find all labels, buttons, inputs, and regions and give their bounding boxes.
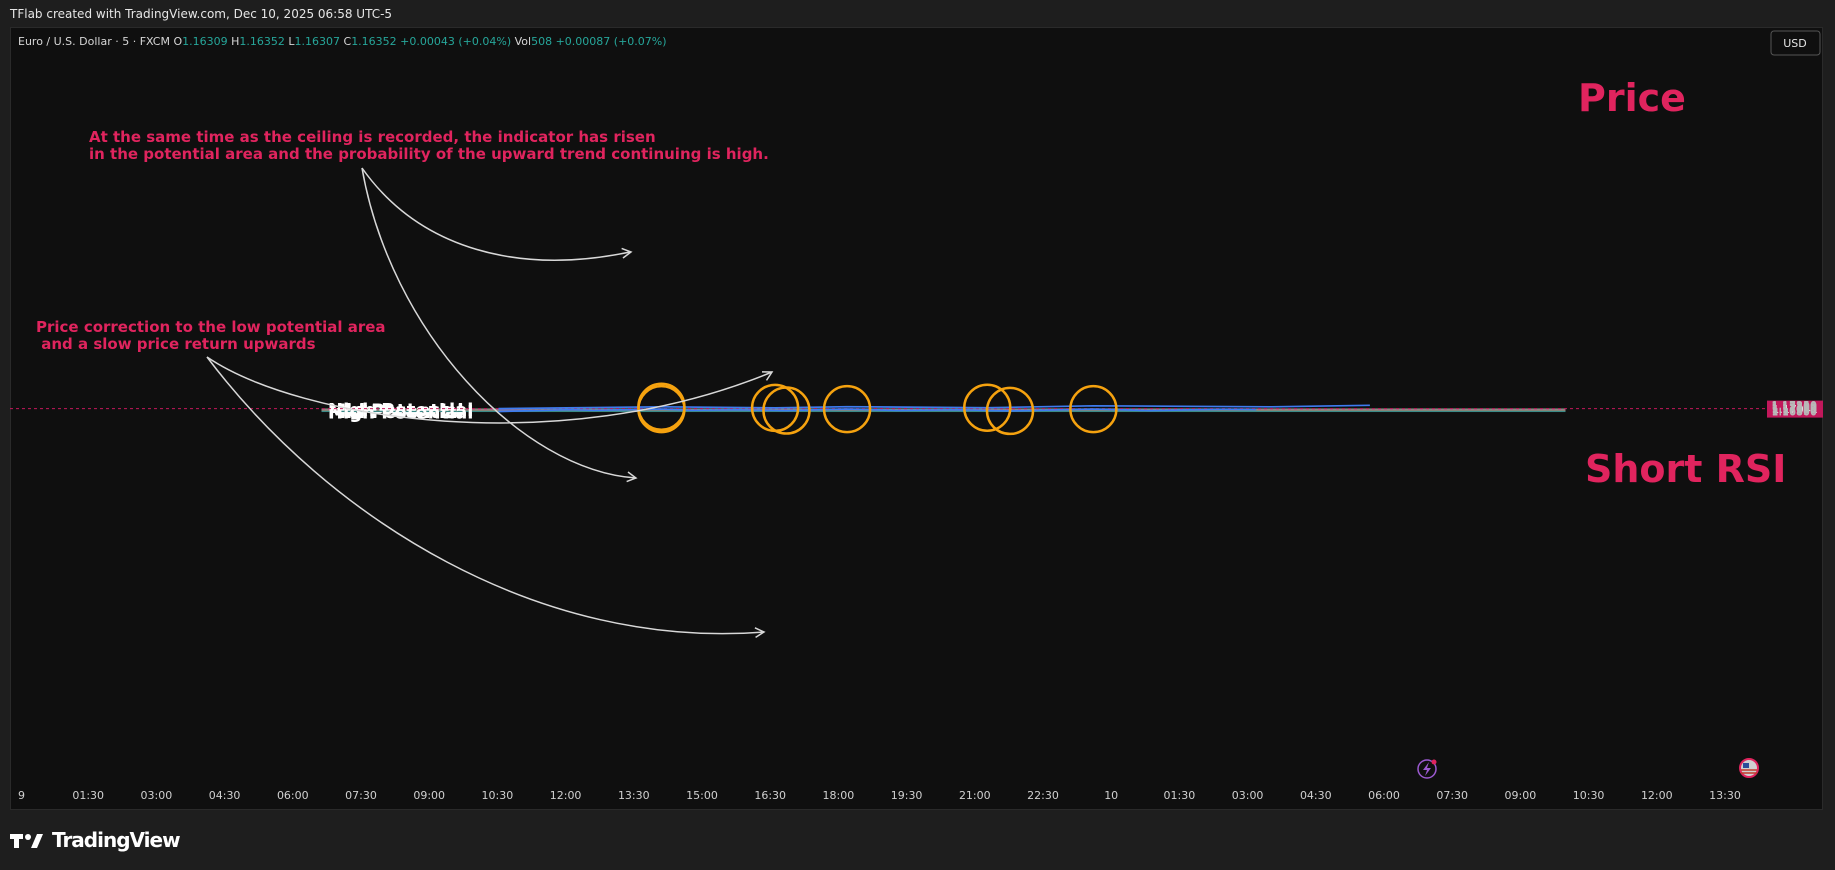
creation-header: TFlab created with TradingView.com, Dec … (0, 0, 1835, 28)
x-tick-label: 22:30 (1027, 789, 1059, 802)
x-tick-label: 13:30 (1709, 789, 1741, 802)
highlight-circles (637, 382, 1118, 436)
x-tick-label: 01:30 (72, 789, 104, 802)
credit-text: TFlab created with TradingView.com, Dec … (10, 7, 393, 21)
y-tick-label: 1.17000 (1772, 403, 1818, 416)
x-tick-label: 07:30 (345, 789, 377, 802)
y-axis[interactable]: 1.173501.173001.172501.172001.171501.171… (1772, 399, 1818, 418)
price-panel-label: Price (1578, 76, 1686, 120)
x-tick-label: 10:30 (482, 789, 514, 802)
annotations: At the same time as the ceiling is recor… (36, 128, 769, 353)
highlight-circle (637, 384, 686, 434)
x-tick-label: 12:00 (1641, 789, 1673, 802)
panel-labels: Price Short RSI (1578, 76, 1786, 491)
x-tick-label: 12:00 (550, 789, 582, 802)
y-tick-label: 1.17200 (1772, 401, 1818, 414)
annotation-arrow (361, 167, 638, 483)
x-tick-label: 9 (18, 789, 25, 802)
x-tick-label: 03:00 (141, 789, 173, 802)
current-price-marker: 1.17041 (10, 400, 1823, 418)
highlight-circle (1069, 384, 1118, 434)
x-tick-label: 03:00 (1232, 789, 1264, 802)
lightning-icon[interactable] (1417, 759, 1437, 779)
y-tick-label: 1.16950 (1772, 404, 1818, 417)
x-tick-label: 16:30 (754, 789, 786, 802)
x-tick-label: 19:30 (891, 789, 923, 802)
x-tick-label: 07:30 (1436, 789, 1468, 802)
highlight-circle (963, 383, 1012, 432)
y-tick-label: 1.17150 (1772, 401, 1818, 414)
zone-mid-gold-4: Mid Potential (321, 402, 1566, 423)
y-tick-label: 1.17350 (1772, 399, 1818, 412)
symbol-legend: Euro / U.S. Dollar · 5 · FXCM O1.16309 H… (18, 35, 667, 48)
chart-frame[interactable] (10, 27, 1823, 810)
y-tick-label: 1.16800 (1772, 405, 1818, 418)
brand-name: TradingView (52, 828, 181, 852)
zone-high-5: High Potential (321, 402, 1566, 423)
tradingview-logo-icon (10, 834, 43, 848)
annotation-arrows (206, 167, 774, 639)
x-tick-label: 04:30 (209, 789, 241, 802)
zone-label: Mid Potential (328, 402, 464, 423)
annotation-arrow (361, 167, 633, 261)
highlight-circle (762, 386, 811, 435)
legend-text: Euro / U.S. Dollar · 5 · FXCM O1.16309 H… (18, 35, 667, 48)
current-price-label: 1.17041 (1767, 400, 1823, 418)
y-tick-label: 1.17300 (1772, 400, 1818, 413)
zone-label: High Potential (328, 402, 473, 423)
series-lines (498, 404, 1370, 413)
rsi-panel-label: Short RSI (1585, 447, 1786, 491)
x-tick-label: 06:00 (277, 789, 309, 802)
y-tick-label: 1.16900 (1772, 404, 1818, 417)
price-line (498, 404, 1370, 410)
y-tick-label: 1.17100 (1772, 402, 1818, 415)
x-tick-label: 01:30 (1164, 789, 1196, 802)
currency-label: USD (1783, 37, 1807, 50)
annotation-text-2: Price correction to the low potential ar… (36, 318, 386, 353)
x-tick-label: 18:00 (823, 789, 855, 802)
currency-button[interactable]: USD (1770, 30, 1821, 56)
us-flag-icon[interactable] (1739, 758, 1759, 778)
x-tick-label: 09:00 (413, 789, 445, 802)
highlight-circle (822, 384, 872, 434)
highlight-circle (985, 386, 1035, 436)
y-tick-label: 1.17250 (1772, 400, 1818, 413)
svg-text:1.17041: 1.17041 (1772, 403, 1818, 416)
y-tick-label: 1.17050 (1772, 403, 1818, 416)
x-tick-label: 06:00 (1368, 789, 1400, 802)
x-tick-label: 04:30 (1300, 789, 1332, 802)
x-axis[interactable]: 9 01:30 03:00 04:30 06:00 07:30 09:00 10:30 12:0… (18, 789, 1741, 802)
annotation-text-1: At the same time as the ceiling is recor… (89, 128, 769, 163)
x-tick-label: 21:00 (959, 789, 991, 802)
x-tick-label: 10 (1104, 789, 1118, 802)
x-tick-label: 10:30 (1573, 789, 1605, 802)
footer-brand[interactable]: TradingView (10, 826, 181, 854)
short-rsi-line (498, 408, 1257, 413)
x-tick-label: 09:00 (1505, 789, 1537, 802)
annotation-arrow (206, 356, 774, 424)
annotation-arrow (206, 356, 766, 639)
x-tick-label: 15:00 (686, 789, 718, 802)
y-tick-label: 1.16850 (1772, 405, 1818, 418)
x-tick-label: 13:30 (618, 789, 650, 802)
